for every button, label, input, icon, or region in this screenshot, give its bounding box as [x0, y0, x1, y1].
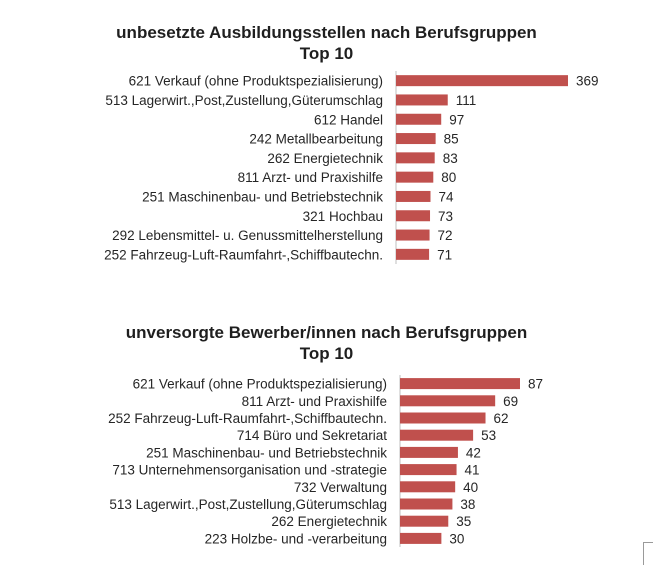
chart-2-bar	[400, 412, 486, 424]
chart-2-value-label: 35	[456, 514, 471, 529]
chart-2-value-label: 42	[466, 445, 481, 460]
chart-1-value-label: 111	[456, 93, 477, 108]
chart-1-category-label: 513 Lagerwirt.,Post,Zustellung,Güterumsc…	[105, 93, 383, 108]
chart-2-bar	[400, 446, 458, 458]
chart-1-bar	[396, 171, 434, 183]
chart-1-category-label: 612 Handel	[314, 112, 383, 127]
chart-2-subtitle: Top 10	[299, 344, 354, 363]
chart-2-value-label: 62	[494, 411, 509, 426]
chart-1-subtitle: Top 10	[299, 44, 354, 63]
chart-2-value-label: 40	[463, 480, 478, 495]
chart-1-bar	[396, 94, 448, 106]
chart-1-category-label: 811 Arzt- und Praxishilfe	[238, 170, 383, 185]
chart-1-plot: 621 Verkauf (ohne Produktspezialisierung…	[104, 71, 599, 264]
chart-1-value-label: 72	[438, 228, 453, 243]
chart-1-value-label: 74	[438, 189, 454, 204]
chart-1-value-label: 97	[449, 112, 464, 127]
chart-1-bar	[396, 113, 442, 125]
chart-2-category-label: 732 Verwaltung	[294, 480, 387, 495]
chart-1-bar	[396, 133, 436, 145]
chart-2-bar	[400, 481, 456, 493]
chart-2-category-label: 811 Arzt- und Praxishilfe	[242, 394, 387, 409]
chart-2-value-label: 38	[460, 497, 475, 512]
chart-1-value-label: 73	[438, 209, 453, 224]
chart-1-bar	[396, 210, 431, 222]
chart-2-category-label: 251 Maschinenbau- und Betriebstechnik	[146, 445, 387, 460]
chart-2-bar	[400, 378, 520, 390]
chart-1-value-label: 83	[443, 151, 458, 166]
chart-2-bar	[400, 515, 449, 527]
chart-1-bar	[396, 248, 430, 260]
chart-2-category-label: 223 Holzbe- und -verarbeitung	[205, 531, 387, 546]
chart-2-category-label: 262 Energietechnik	[271, 514, 387, 529]
chart-2-bar	[400, 429, 474, 441]
chart-1-category-label: 252 Fahrzeug-Luft-Raumfahrt-,Schiffbaute…	[104, 247, 383, 262]
chart-2-title: unversorgte Bewerber/innen nach Berufsgr…	[125, 323, 528, 342]
chart-1-bar	[396, 190, 431, 202]
chart-2-plot: 621 Verkauf (ohne Produktspezialisierung…	[108, 375, 543, 547]
chart-2-category-label: 714 Büro und Sekretariat	[237, 428, 387, 443]
chart-1-title: unbesetzte Ausbildungsstellen nach Beruf…	[116, 23, 537, 42]
chart-2-bar	[400, 498, 453, 510]
chart-1-value-label: 85	[444, 132, 459, 147]
chart-1-category-label: 292 Lebensmittel- u. Genussmittelherstel…	[112, 228, 383, 243]
chart-2-value-label: 69	[503, 394, 518, 409]
corner-mark	[643, 542, 653, 565]
chart-1-bar	[396, 229, 430, 241]
chart-1-value-label: 80	[441, 170, 456, 185]
chart-2-bar	[400, 464, 457, 476]
chart-1-category-label: 262 Energietechnik	[267, 151, 383, 166]
chart-2-category-label: 513 Lagerwirt.,Post,Zustellung,Güterumsc…	[109, 497, 387, 512]
chart-2-value-label: 53	[481, 428, 496, 443]
chart-1-category-label: 321 Hochbau	[303, 209, 383, 224]
chart-2-value-label: 87	[528, 377, 543, 392]
chart-1-value-label: 71	[437, 247, 452, 262]
chart-2-category-label: 621 Verkauf (ohne Produktspezialisierung…	[133, 377, 387, 392]
chart-2-value-label: 41	[465, 463, 480, 478]
chart-1-category-label: 621 Verkauf (ohne Produktspezialisierung…	[129, 74, 383, 89]
chart-1-bar	[396, 152, 435, 164]
chart-2-category-label: 713 Unternehmensorganisation und -strate…	[112, 463, 387, 478]
chart-1-bar	[396, 75, 568, 87]
chart-1-value-label: 369	[576, 74, 599, 89]
chart-2-bar	[400, 532, 442, 544]
chart-2-category-label: 252 Fahrzeug-Luft-Raumfahrt-,Schiffbaute…	[108, 411, 387, 426]
chart-2-value-label: 30	[449, 531, 464, 546]
chart-1-category-label: 242 Metallbearbeitung	[249, 132, 383, 147]
chart-1-category-label: 251 Maschinenbau- und Betriebstechnik	[142, 189, 383, 204]
chart-2-bar	[400, 395, 496, 407]
